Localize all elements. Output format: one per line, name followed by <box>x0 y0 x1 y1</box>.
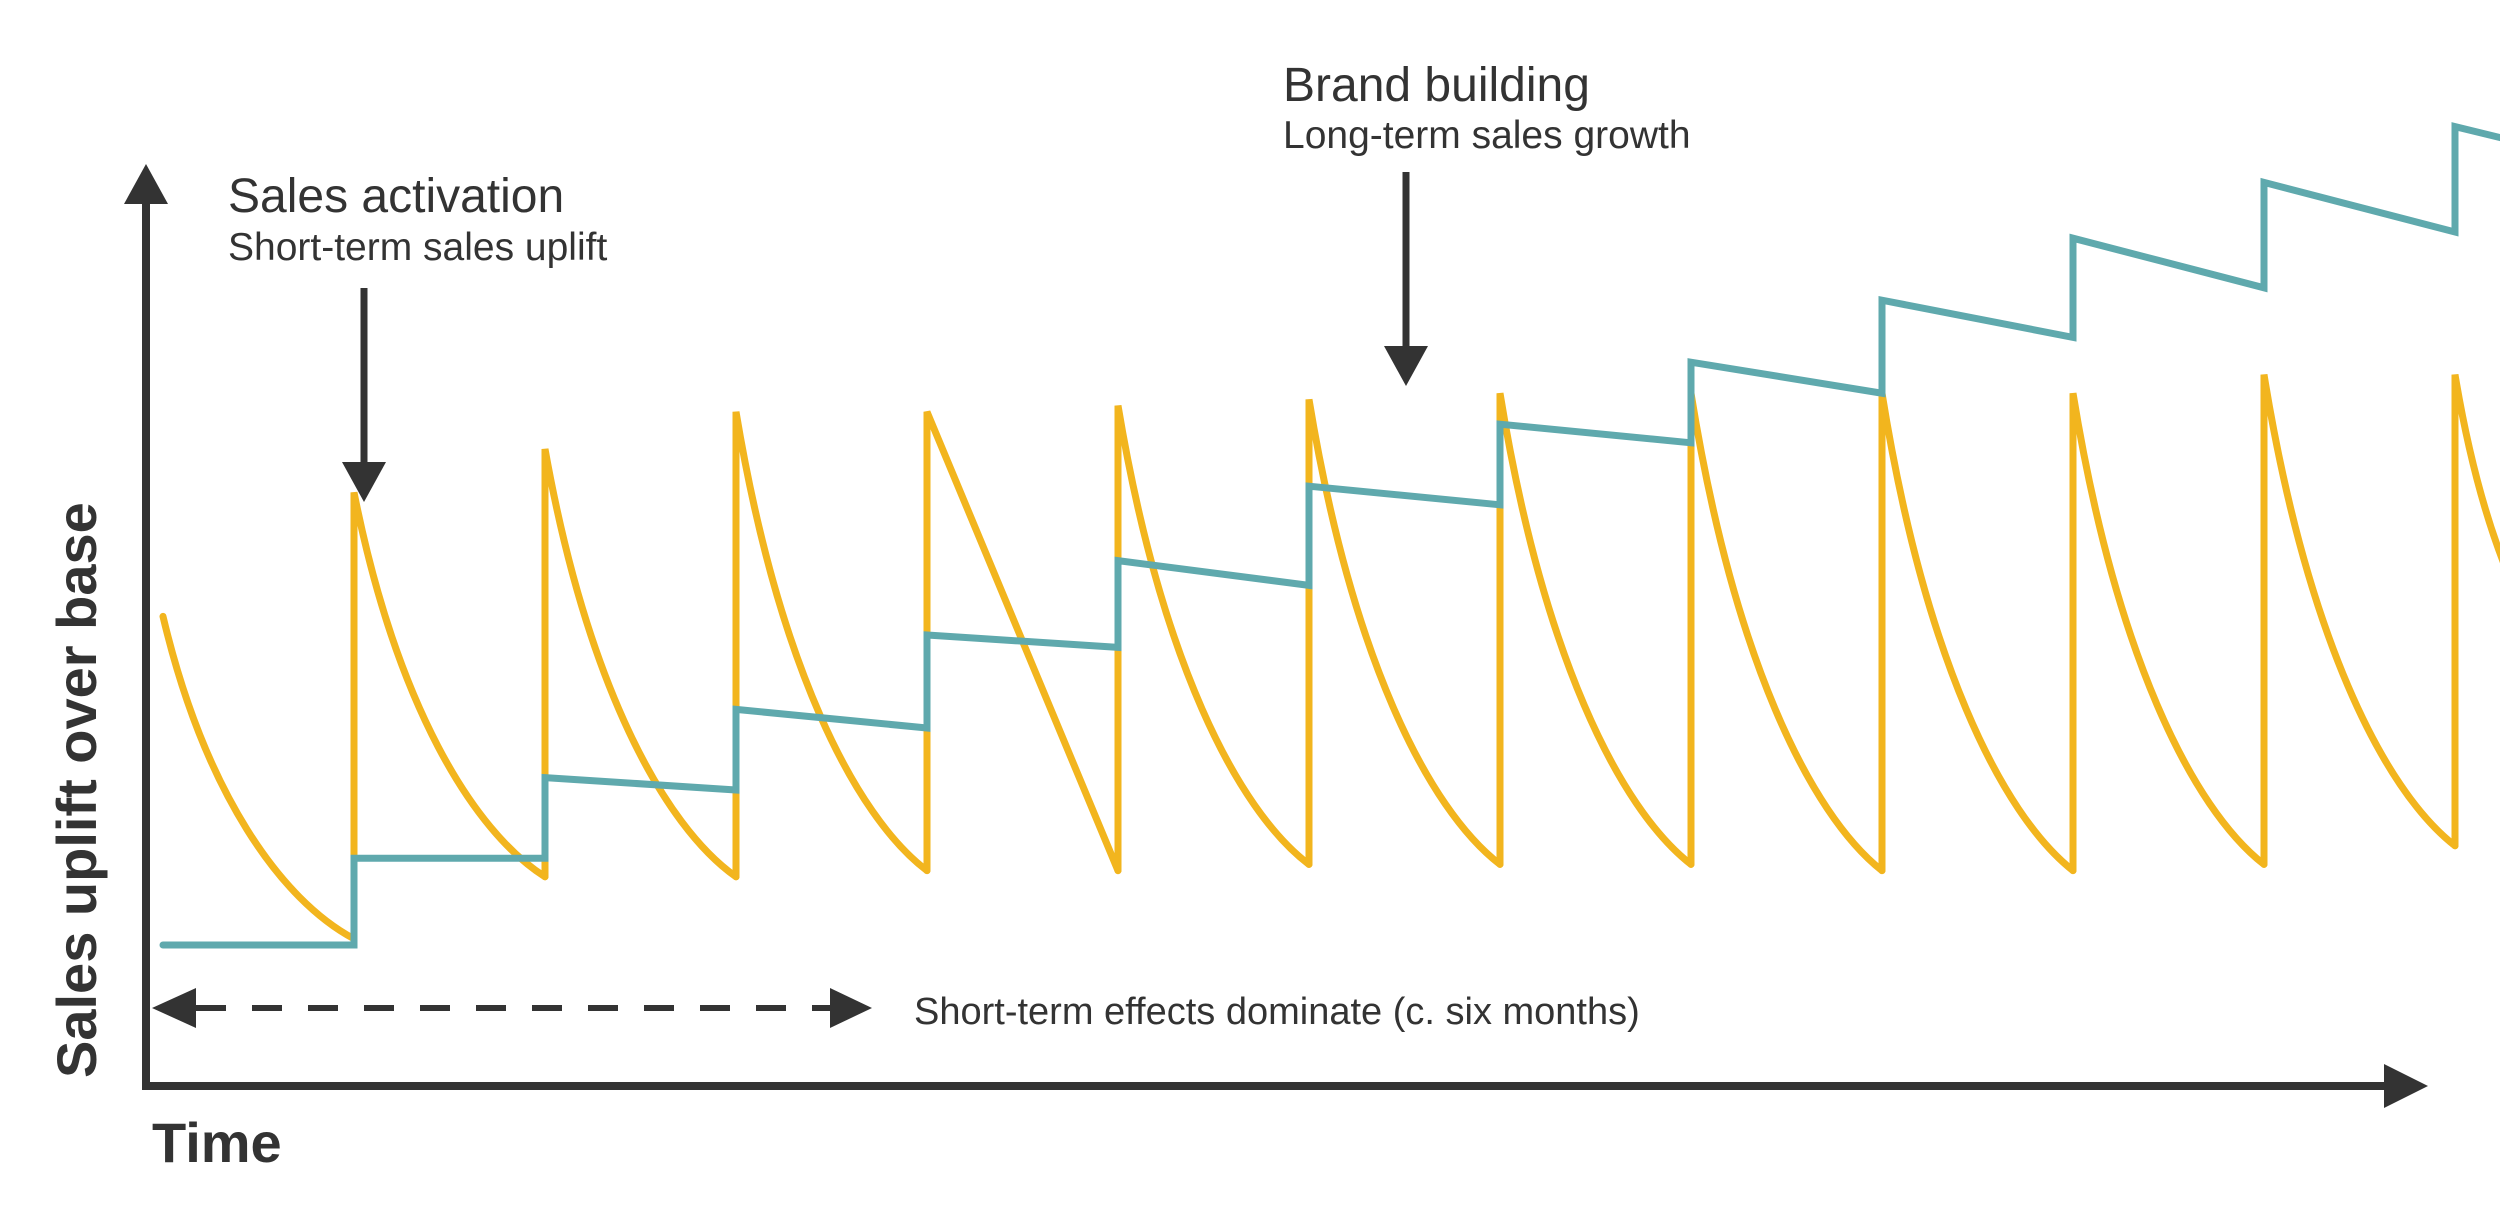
activation-segment-13 <box>2451 374 2500 850</box>
y-axis-arrowhead <box>124 164 168 204</box>
brand-subtitle: Long-term sales growth <box>1283 114 1691 157</box>
activation-segment-3 <box>541 448 740 881</box>
x-axis-label: Time <box>152 1111 282 1174</box>
activation-segment-9 <box>1687 392 1886 875</box>
activation-title: Sales activation <box>228 170 564 223</box>
dominance-arrow-left <box>152 988 196 1028</box>
activation-pointer-head <box>342 462 386 502</box>
dominance-arrow-right <box>830 988 872 1028</box>
brand-title: Brand building <box>1283 59 1590 112</box>
x-axis-arrowhead <box>2384 1064 2428 1108</box>
activation-segment-12 <box>2260 374 2459 868</box>
y-axis-label: Sales uplift over base <box>45 502 108 1078</box>
dominance-note: Short-term effects dominate (c. six mont… <box>914 991 1640 1033</box>
series-layer <box>159 122 2500 949</box>
brand-staircase-line <box>159 122 2500 949</box>
activation-segment-11 <box>2069 392 2268 875</box>
activation-segment-6 <box>1114 405 1313 875</box>
activation-segment-7 <box>1305 398 1504 868</box>
activation-segment-8 <box>1496 392 1695 868</box>
activation-segment-4 <box>732 411 931 881</box>
activation-segment-10 <box>1878 392 2077 875</box>
activation-subtitle: Short-term sales uplift <box>228 226 607 269</box>
brand-pointer-head <box>1384 346 1428 386</box>
activation-segment-1 <box>159 612 358 943</box>
activation-segment-2 <box>350 491 549 943</box>
